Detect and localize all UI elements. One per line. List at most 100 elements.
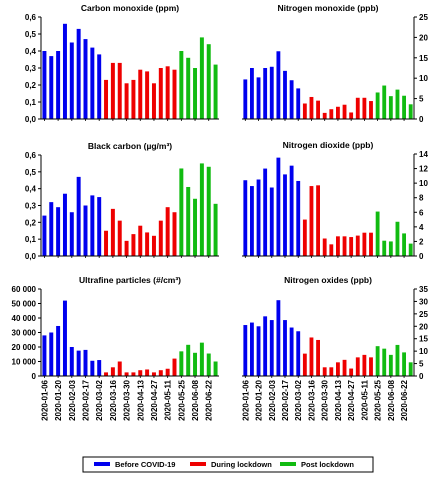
bar [172, 69, 177, 119]
bar [138, 225, 143, 256]
bar [199, 163, 204, 256]
x-tick-label: 2020-01-06 [241, 379, 250, 420]
bar [131, 234, 136, 256]
bar [49, 332, 54, 376]
legend-box [82, 456, 374, 473]
bar [138, 69, 143, 119]
bar [283, 320, 287, 376]
y-tick-label: 15 [419, 335, 428, 344]
x-tick-label: 2020-01-20 [54, 379, 63, 420]
legend-label: During lockdown [211, 460, 272, 469]
bar [289, 327, 294, 376]
bar [62, 23, 67, 119]
chart-panel-3: Black carbon (µg/m³) 0,0 0,1 0,2 0,3 0,4 0,5 0,… [25, 141, 219, 261]
y-tick-label: 0,2 [25, 81, 37, 90]
y-tick-label: 0,4 [25, 185, 37, 194]
bar [104, 79, 109, 119]
bar [256, 326, 261, 376]
bar [369, 101, 373, 119]
bar [342, 236, 347, 256]
y-tick-label: 10 [419, 347, 428, 356]
bar [322, 112, 327, 119]
x-tick-label: 2020-04-27 [150, 379, 159, 420]
y-tick-label: 20 000 [12, 343, 37, 352]
y-tick-label: 0,3 [25, 202, 37, 211]
bar [199, 342, 204, 376]
bar [336, 236, 340, 256]
chart-panel-1: Carbon monoxide (ppm) 0,0 0,1 0,2 0,3 0,4 0,5 0… [25, 3, 219, 124]
bar [309, 96, 314, 119]
bar [402, 233, 406, 256]
y-tick-label: 50 000 [12, 300, 37, 309]
y-tick-label: 14 [419, 150, 428, 159]
bar [349, 237, 354, 256]
bar [131, 372, 136, 377]
y-tick-label: 40 000 [12, 314, 37, 323]
y-tick-label: 60 000 [12, 285, 37, 294]
bar [206, 44, 211, 120]
bar [402, 95, 406, 119]
bar [296, 180, 301, 256]
bar [186, 344, 191, 376]
y-tick-label: 25 [419, 310, 428, 319]
y-tick-label: 12 [419, 165, 428, 174]
bar [124, 240, 129, 256]
bar [250, 68, 254, 119]
bar [151, 372, 156, 377]
x-tick-label: 2020-06-22 [205, 379, 214, 420]
x-tick-label: 2020-04-13 [136, 379, 145, 420]
bar [83, 39, 88, 119]
y-tick-label: 15 [419, 54, 428, 63]
bar [97, 360, 102, 376]
bar [110, 62, 115, 119]
x-tick-label: 2020-03-30 [123, 379, 132, 420]
chart-panel-2: Nitrogen monoxide (ppb) 0 5 10 15 20 25 [242, 3, 428, 124]
bar [289, 80, 294, 119]
bar [250, 186, 254, 256]
y-tick-label: 10 [419, 74, 428, 83]
bar [145, 369, 150, 376]
bar [56, 207, 61, 256]
bar [329, 244, 334, 256]
bar [342, 104, 347, 119]
y-tick-label: 5 [419, 360, 424, 369]
bar [322, 367, 327, 376]
bar [243, 325, 248, 376]
chart-panel-5: Ultrafine particles (#/cm³) 0 10 000 20 000… [12, 275, 219, 421]
bar [329, 367, 334, 376]
x-tick-label: 2020-06-08 [191, 379, 200, 420]
bar [382, 240, 387, 256]
bar [110, 367, 115, 376]
bar [342, 359, 347, 376]
legend-label: Post lockdown [301, 460, 354, 469]
bar [145, 71, 150, 119]
bar [193, 352, 198, 376]
bar [395, 221, 400, 256]
bar [283, 174, 287, 256]
legend-swatch [94, 462, 110, 466]
x-tick-label: 2020-01-06 [40, 379, 49, 420]
bar [69, 212, 74, 256]
bar [42, 335, 47, 376]
chart-title: Carbon monoxide (ppm) [81, 3, 179, 13]
bar [117, 62, 122, 119]
bar [199, 37, 204, 119]
bar [336, 106, 340, 119]
bar [172, 358, 177, 376]
bar [263, 68, 268, 119]
y-tick-label: 35 [419, 285, 428, 294]
bar [117, 361, 122, 376]
bar [117, 220, 122, 256]
x-tick-label: 2020-05-11 [164, 379, 173, 420]
bar [302, 219, 307, 256]
x-tick-label: 2020-06-08 [387, 379, 396, 420]
bar [186, 57, 191, 119]
y-tick-label: 0,6 [25, 13, 37, 22]
y-tick-label: 0,3 [25, 64, 37, 73]
bar [362, 97, 367, 119]
legend-swatch [280, 462, 296, 466]
bar [369, 357, 373, 376]
x-tick-label: 2020-06-22 [400, 379, 409, 420]
bar [49, 202, 54, 256]
